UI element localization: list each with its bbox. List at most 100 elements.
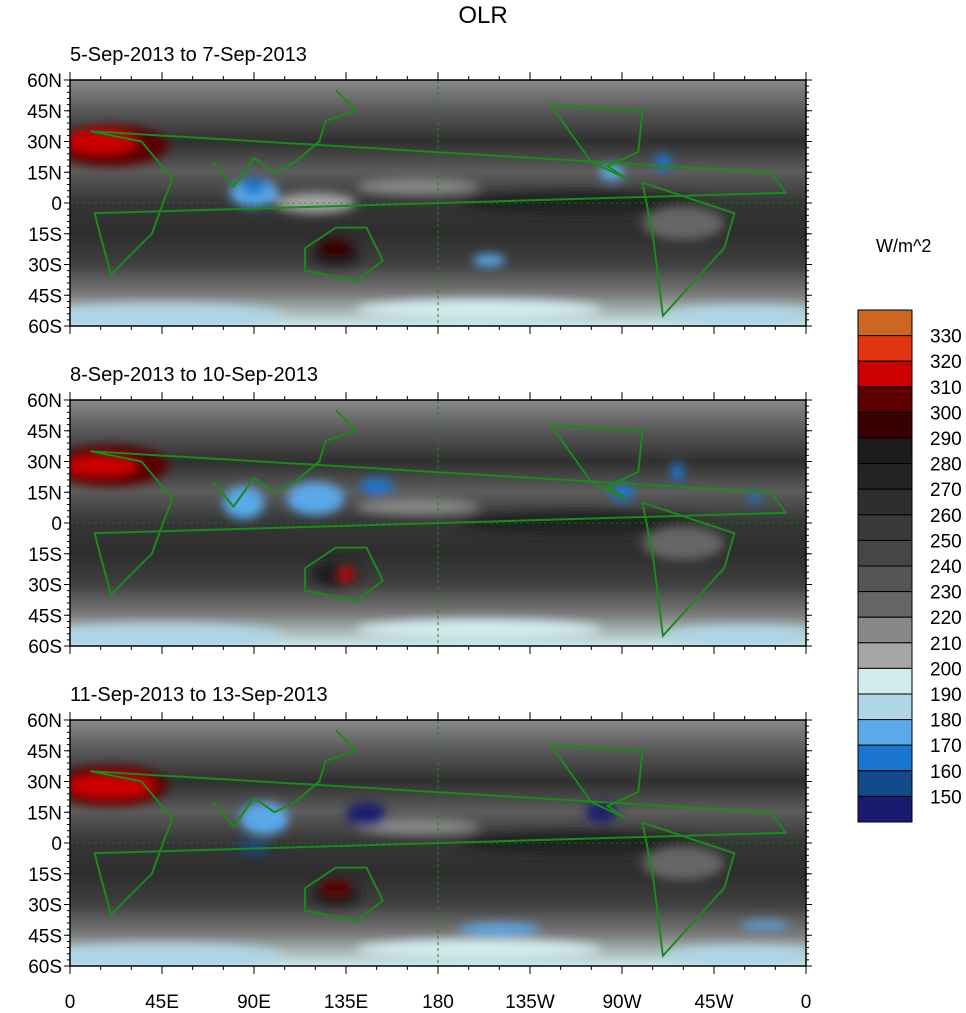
coastline xyxy=(549,423,644,500)
olr-contour-region xyxy=(223,486,265,519)
coastline xyxy=(212,729,359,829)
lat-tick-label: 30N xyxy=(27,773,62,794)
colorbar-box xyxy=(857,437,913,465)
olr-contour-region xyxy=(356,178,479,195)
colorbar-box xyxy=(857,616,913,644)
lat-tick-label: 45N xyxy=(27,422,62,443)
lat-tick-label: 15S xyxy=(28,545,62,566)
colorbar-box xyxy=(857,386,913,413)
colorbar-box xyxy=(857,488,913,516)
olr-contour-region xyxy=(339,568,353,581)
colorbar-box xyxy=(857,719,913,746)
olr-contour-region xyxy=(70,773,156,798)
olr-contour-region xyxy=(360,477,394,495)
lat-tick-label: 60N xyxy=(27,711,62,732)
coastline xyxy=(212,409,359,509)
olr-contour-region xyxy=(346,802,387,827)
coastline xyxy=(641,821,736,959)
coastline xyxy=(549,103,644,180)
olr-contour-region xyxy=(654,153,672,171)
lat-tick-label: 45S xyxy=(28,606,62,627)
olr-contour-region xyxy=(319,237,353,259)
colorbar-box xyxy=(857,463,913,490)
lat-tick-label: 30S xyxy=(28,256,62,277)
lat-tick-label: 15N xyxy=(27,163,62,184)
olr-contour-region xyxy=(671,461,684,482)
olr-contour-region xyxy=(70,303,285,326)
lat-tick-label: 30S xyxy=(28,576,62,597)
map-panel-1: 60N 45N 30N 15N 0 15S 30S 45S 60S xyxy=(27,71,812,338)
lon-tick-label: 90E xyxy=(237,992,271,1013)
lat-tick-label: 15S xyxy=(28,225,62,246)
olr-contour-region xyxy=(662,625,806,646)
colorbar-box xyxy=(857,309,913,337)
colorbar-label: 310 xyxy=(930,378,962,399)
colorbar-label: 190 xyxy=(930,685,962,706)
lat-tick-label: 45S xyxy=(28,926,62,947)
colorbar-label: 170 xyxy=(930,736,962,757)
lat-tick-label: 60N xyxy=(27,71,62,92)
olr-contour-region xyxy=(286,482,344,515)
olr-contour-region xyxy=(662,945,806,966)
coastline xyxy=(90,450,788,597)
lat-tick-label: 45N xyxy=(27,102,62,123)
olr-contour-region xyxy=(237,840,271,854)
colorbar-box xyxy=(857,411,913,439)
lon-tick-label: 135W xyxy=(505,992,555,1013)
colorbar-label: 180 xyxy=(930,711,962,732)
colorbar-box xyxy=(857,667,913,695)
lon-tick-label: 90W xyxy=(602,992,641,1013)
coastline xyxy=(641,181,736,319)
colorbar-label: 300 xyxy=(930,403,962,424)
lat-tick-label: 60S xyxy=(28,637,62,658)
coastline xyxy=(304,226,385,282)
olr-contour-region xyxy=(319,879,353,897)
olr-contour-region xyxy=(70,455,138,476)
colorbar-units: W/m^2 xyxy=(876,236,932,256)
lat-tick-label: 45S xyxy=(28,286,62,307)
olr-contour-region xyxy=(740,920,790,930)
colorbar-box xyxy=(857,514,913,541)
colorbar-label: 330 xyxy=(930,327,962,348)
lat-tick-label: 45N xyxy=(27,742,62,763)
colorbar-box xyxy=(857,744,913,772)
lon-tick-label: 45W xyxy=(694,992,733,1013)
olr-contour-region xyxy=(472,254,506,267)
lon-tick-label: 45E xyxy=(145,992,179,1013)
colorbar-label: 200 xyxy=(930,659,962,680)
colorbar-label: 250 xyxy=(930,531,962,552)
olr-contour-region xyxy=(356,619,602,640)
colorbar-box xyxy=(857,693,913,721)
colorbar-label: 230 xyxy=(930,583,962,604)
panel-3-title: 11-Sep-2013 to 13-Sep-2013 xyxy=(70,684,328,706)
lat-tick-label: 15S xyxy=(28,865,62,886)
olr-contour-region xyxy=(642,527,725,560)
colorbar: 330 320 310 300 290 280 270 260 250 240 230 220 210 2… xyxy=(857,309,962,823)
colorbar-label: 160 xyxy=(930,762,962,783)
coastline xyxy=(641,501,736,639)
lat-tick-label: 60S xyxy=(28,957,62,978)
colorbar-box xyxy=(857,539,913,567)
olr-contour-region xyxy=(70,623,285,646)
lat-tick-label: 60N xyxy=(27,391,62,412)
lon-tick-label: 180 xyxy=(422,992,454,1013)
olr-contour-region xyxy=(241,178,267,195)
colorbar-box xyxy=(857,591,913,618)
colorbar-box xyxy=(857,770,913,797)
coastline xyxy=(304,546,385,602)
panel-2-title: 8-Sep-2013 to 10-Sep-2013 xyxy=(70,364,318,386)
colorbar-box xyxy=(857,360,913,388)
colorbar-label: 290 xyxy=(930,429,962,450)
olr-contour-region xyxy=(746,494,764,503)
colorbar-box xyxy=(857,642,913,669)
colorbar-label: 150 xyxy=(930,787,962,808)
coastline xyxy=(90,770,788,917)
figure-title: OLR xyxy=(458,2,508,29)
olr-contour-region xyxy=(458,922,541,936)
lat-tick-label: 15N xyxy=(27,483,62,504)
colorbar-box xyxy=(857,335,913,362)
coastline xyxy=(90,130,788,277)
olr-contour-region xyxy=(70,129,138,154)
lon-tick-label: 0 xyxy=(801,992,812,1013)
